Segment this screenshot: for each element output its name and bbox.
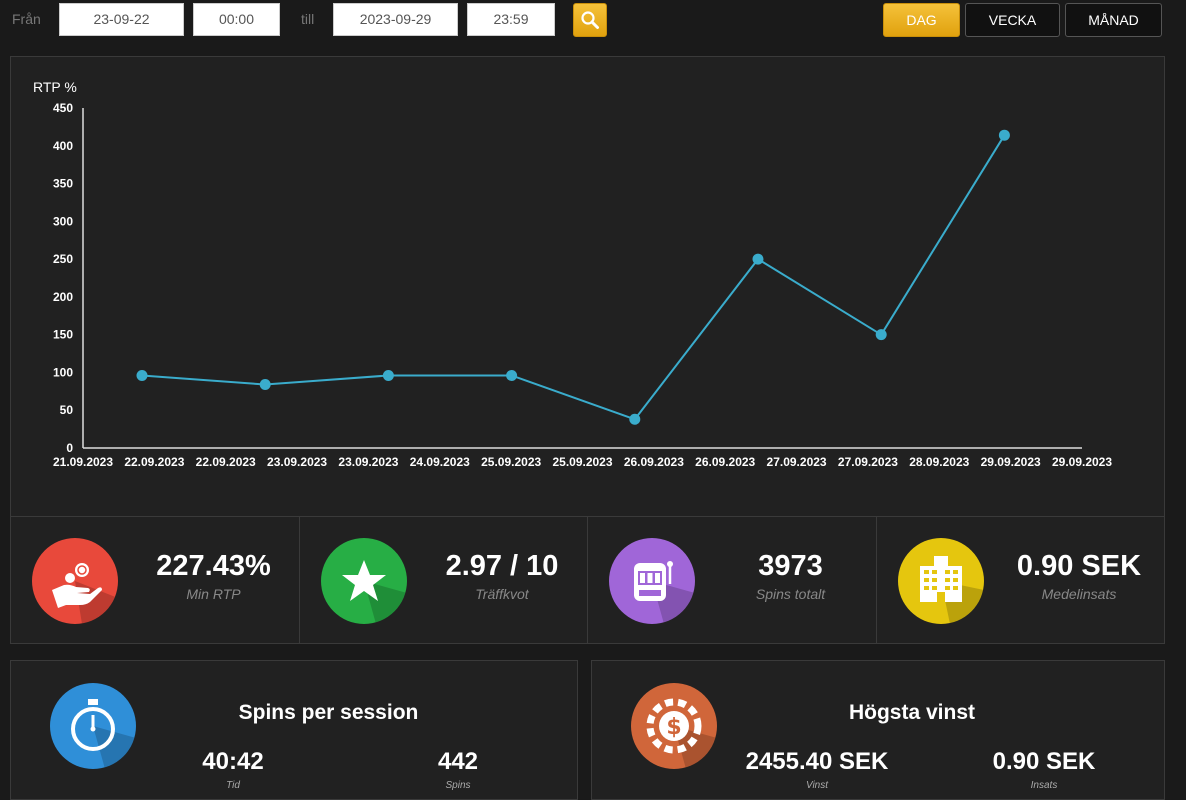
- min-rtp-label: Min RTP: [186, 586, 241, 602]
- x-tick-label: 29.09.2023: [981, 455, 1041, 469]
- x-tick-label: 29.09.2023: [1052, 455, 1112, 469]
- avg-bet-value: 0.90 SEK: [1016, 550, 1142, 582]
- period-week-button[interactable]: VECKA: [965, 3, 1060, 37]
- money-hand-icon: [32, 538, 118, 624]
- top-win-bet-value: 0.90 SEK: [992, 748, 1096, 775]
- y-axis-label: RTP %: [33, 79, 77, 95]
- x-tick-label: 22.09.2023: [196, 455, 256, 469]
- rtp-line-chart: RTP % 0 50 100 150 200 250 300 350 400 450 21.09.…: [33, 79, 1112, 469]
- svg-text:$: $: [666, 715, 681, 740]
- rtp-data-point[interactable]: [506, 369, 518, 381]
- rtp-chart-panel: RTP % 0 50 100 150 200 250 300 350 400 450 21.09.…: [10, 56, 1165, 517]
- building-icon: [897, 538, 984, 624]
- top-win-label: Vinst: [805, 780, 829, 791]
- star-icon: [320, 538, 407, 624]
- search-icon: [581, 11, 599, 29]
- session-title: Spins per session: [238, 701, 419, 724]
- session-time-label: Tid: [226, 780, 240, 791]
- rtp-data-point[interactable]: [875, 329, 887, 341]
- y-tick-label: 250: [53, 252, 73, 266]
- rtp-data-point[interactable]: [998, 129, 1010, 141]
- y-tick-label: 350: [53, 177, 73, 191]
- from-date-input[interactable]: 23-09-22: [59, 3, 184, 36]
- stat-avg-bet: 0.90 SEK Medelinsats: [877, 517, 1165, 643]
- casino-chip-icon: $: [631, 683, 717, 769]
- y-tick-label: 300: [53, 214, 73, 228]
- stat-hit-rate: 2.97 / 10 Träffkvot: [300, 517, 588, 643]
- hit-rate-value: 2.97 / 10: [445, 550, 559, 582]
- x-tick-label: 27.09.2023: [838, 455, 898, 469]
- total-spins-value: 3973: [758, 550, 823, 582]
- session-spins-label: Spins: [445, 780, 471, 791]
- stopwatch-icon: [50, 683, 136, 769]
- rtp-data-point[interactable]: [752, 253, 764, 265]
- from-label: Från: [12, 11, 41, 27]
- x-tick-label: 25.09.2023: [481, 455, 541, 469]
- rtp-data-point[interactable]: [259, 379, 271, 391]
- x-tick-label: 23.09.2023: [338, 455, 398, 469]
- y-tick-label: 150: [53, 328, 73, 342]
- stat-total-spins: 3973 Spins totalt: [588, 517, 877, 643]
- x-tick-label: 21.09.2023: [53, 455, 113, 469]
- period-month-button[interactable]: MÅNAD: [1065, 3, 1162, 37]
- period-day-button[interactable]: DAG: [883, 3, 960, 37]
- y-tick-label: 50: [60, 403, 74, 417]
- y-tick-label: 450: [53, 101, 73, 115]
- min-rtp-value: 227.43%: [156, 550, 271, 582]
- session-time-value: 40:42: [202, 748, 264, 775]
- top-win-bet-label: Insats: [1030, 780, 1058, 791]
- rtp-series-line: [141, 134, 1006, 421]
- top-win-title: Högsta vinst: [848, 701, 976, 724]
- slot-machine-icon: [609, 538, 695, 624]
- x-tick-label: 23.09.2023: [267, 455, 327, 469]
- from-time-input[interactable]: 00:00: [193, 3, 280, 36]
- top-win-panel: $ Högsta vinst 2455.40 SEK Vinst 0.90 SE…: [591, 660, 1165, 800]
- filter-bar: Från 23-09-22 00:00 till 2023-09-29 23:5…: [0, 0, 1186, 40]
- session-panel: Spins per session 40:42 Tid 442 Spins: [10, 660, 578, 800]
- x-tick-label: 28.09.2023: [909, 455, 969, 469]
- avg-bet-label: Medelinsats: [1041, 586, 1117, 602]
- to-date-input[interactable]: 2023-09-29: [333, 3, 458, 36]
- x-tick-label: 26.09.2023: [695, 455, 755, 469]
- x-tick-label: 24.09.2023: [410, 455, 470, 469]
- x-tick-label: 26.09.2023: [624, 455, 684, 469]
- stat-min-rtp: 227.43% Min RTP: [11, 517, 300, 643]
- top-win-value: 2455.40 SEK: [745, 748, 889, 775]
- search-button[interactable]: [573, 3, 607, 37]
- x-tick-label: 22.09.2023: [124, 455, 184, 469]
- x-tick-label: 25.09.2023: [552, 455, 612, 469]
- x-tick-label: 27.09.2023: [767, 455, 827, 469]
- total-spins-label: Spins totalt: [755, 586, 826, 602]
- to-label: till: [301, 11, 315, 27]
- rtp-data-point[interactable]: [136, 369, 148, 381]
- hit-rate-label: Träffkvot: [475, 586, 529, 602]
- session-spins-value: 442: [437, 748, 479, 775]
- y-tick-label: 100: [53, 365, 73, 379]
- rtp-data-point[interactable]: [382, 369, 394, 381]
- stats-row: 227.43% Min RTP 2.97 / 10 Träffkvot: [10, 516, 1165, 644]
- y-tick-label: 400: [53, 139, 73, 153]
- y-tick-label: 0: [66, 441, 73, 455]
- rtp-data-point[interactable]: [629, 413, 641, 425]
- y-tick-label: 200: [53, 290, 73, 304]
- to-time-input[interactable]: 23:59: [467, 3, 555, 36]
